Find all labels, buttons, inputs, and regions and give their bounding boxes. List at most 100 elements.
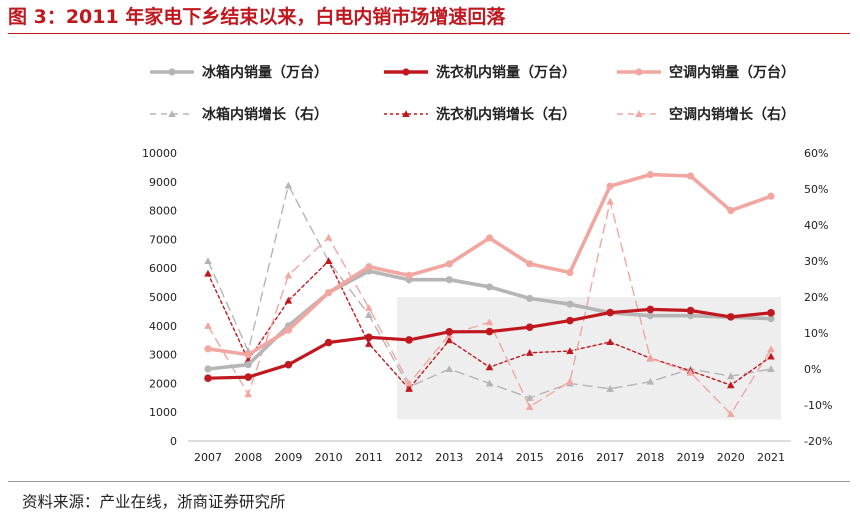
data-point	[445, 260, 453, 268]
data-point	[445, 328, 454, 336]
x-tick-label: 2011	[355, 451, 383, 464]
data-point	[204, 322, 212, 329]
x-tick-label: 2016	[556, 451, 584, 464]
y-left-tick-label: 0	[170, 435, 177, 448]
legend-swatch-marker	[168, 110, 176, 118]
x-tick-label: 2013	[435, 451, 463, 464]
y-left-tick-label: 9000	[149, 176, 177, 189]
data-point	[606, 308, 614, 317]
legend-swatch-marker	[635, 68, 643, 76]
data-point	[646, 312, 654, 320]
data-point	[485, 318, 494, 326]
y-left-tick-label: 6000	[149, 262, 177, 275]
series-washer-dashed	[204, 257, 775, 392]
data-point	[405, 385, 413, 392]
data-point	[204, 365, 212, 373]
legend-item: 洗衣机内销增长（右）	[384, 106, 576, 123]
data-point	[726, 381, 735, 389]
series-layer	[204, 171, 775, 418]
data-point	[365, 333, 373, 342]
legend: 冰箱内销量（万台） 洗衣机内销量（万台） 空调内销量（万台） 冰箱内销增长（右） 洗衣机…	[150, 64, 795, 123]
y-left-tick-label: 7000	[149, 233, 177, 246]
data-point	[485, 234, 494, 242]
legend-label: 空调内销量（万台）	[669, 64, 795, 81]
data-point	[284, 326, 293, 334]
x-tick-label: 2010	[315, 451, 343, 464]
y-left-tick-label: 4000	[149, 320, 177, 333]
legend-item: 空调内销增长（右）	[617, 106, 795, 123]
legend-swatch-marker	[168, 68, 176, 76]
data-point	[204, 269, 212, 277]
y-left-tick-label: 2000	[149, 377, 177, 390]
axes: 0 1000 2000 3000 4000 5000 6000 7000 8000 9000 100…	[142, 147, 832, 464]
y-right-tick-label: 0%	[804, 363, 821, 376]
data-point	[646, 171, 654, 179]
data-point	[646, 354, 655, 362]
legend-item: 洗衣机内销量（万台）	[384, 64, 576, 81]
legend-label: 洗衣机内销量（万台）	[436, 64, 576, 81]
legend-swatch-marker	[635, 110, 643, 118]
y-right-tick-label: 60%	[804, 147, 828, 160]
data-point	[606, 197, 614, 205]
x-tick-label: 2009	[274, 451, 302, 464]
y-right-tick-label: 50%	[804, 183, 828, 196]
data-point	[686, 172, 695, 180]
series-washer-solid	[204, 305, 775, 383]
data-point	[646, 377, 655, 385]
data-point	[526, 260, 534, 268]
data-point	[767, 192, 775, 200]
data-point	[606, 338, 614, 346]
x-tick-label: 2007	[194, 451, 222, 464]
data-point	[365, 263, 373, 271]
data-point	[767, 365, 775, 373]
data-point	[525, 323, 534, 332]
data-point	[405, 379, 413, 387]
series-ac-solid	[204, 171, 775, 359]
legend-label: 冰箱内销量（万台）	[202, 64, 328, 81]
data-point	[445, 336, 454, 344]
legend-item: 空调内销量（万台）	[617, 64, 795, 81]
data-point	[566, 300, 574, 308]
x-tick-label: 2008	[234, 451, 262, 464]
data-point	[646, 305, 655, 314]
x-tick-label: 2019	[677, 451, 705, 464]
y-left-tick-label: 1000	[149, 406, 177, 419]
data-point	[566, 268, 574, 277]
y-left-tick-label: 5000	[149, 291, 177, 304]
data-point	[365, 311, 373, 319]
source-divider	[8, 481, 850, 482]
data-point	[566, 377, 574, 385]
legend-item: 冰箱内销量（万台）	[150, 64, 328, 81]
data-point	[325, 289, 333, 297]
data-point	[686, 368, 695, 376]
data-point	[284, 181, 293, 189]
y-right-tick-label: 40%	[804, 219, 828, 232]
data-point	[767, 315, 775, 323]
data-point	[324, 233, 333, 241]
data-point	[204, 345, 212, 353]
y-right-tick-label: 10%	[804, 327, 828, 340]
y-right-tick-label: -10%	[804, 399, 832, 412]
y-right-tick-label: 20%	[804, 291, 828, 304]
x-tick-label: 2018	[636, 451, 664, 464]
data-point	[526, 294, 534, 303]
data-point	[606, 182, 614, 190]
data-point	[525, 394, 534, 401]
data-point	[686, 312, 695, 320]
data-point	[204, 257, 212, 265]
legend-label: 冰箱内销增长（右）	[202, 106, 328, 123]
data-point	[365, 340, 373, 347]
data-point	[726, 372, 735, 380]
data-point	[365, 304, 373, 311]
x-tick-label: 2014	[476, 451, 504, 464]
y-left-tick-label: 3000	[149, 349, 177, 362]
data-point	[767, 309, 775, 317]
legend-item: 冰箱内销增长（右）	[150, 106, 328, 123]
x-tick-label: 2021	[757, 451, 785, 464]
data-point	[284, 271, 293, 279]
data-point	[485, 327, 494, 336]
data-point	[324, 338, 333, 347]
legend-swatch-marker	[402, 68, 410, 76]
data-point	[284, 296, 293, 304]
